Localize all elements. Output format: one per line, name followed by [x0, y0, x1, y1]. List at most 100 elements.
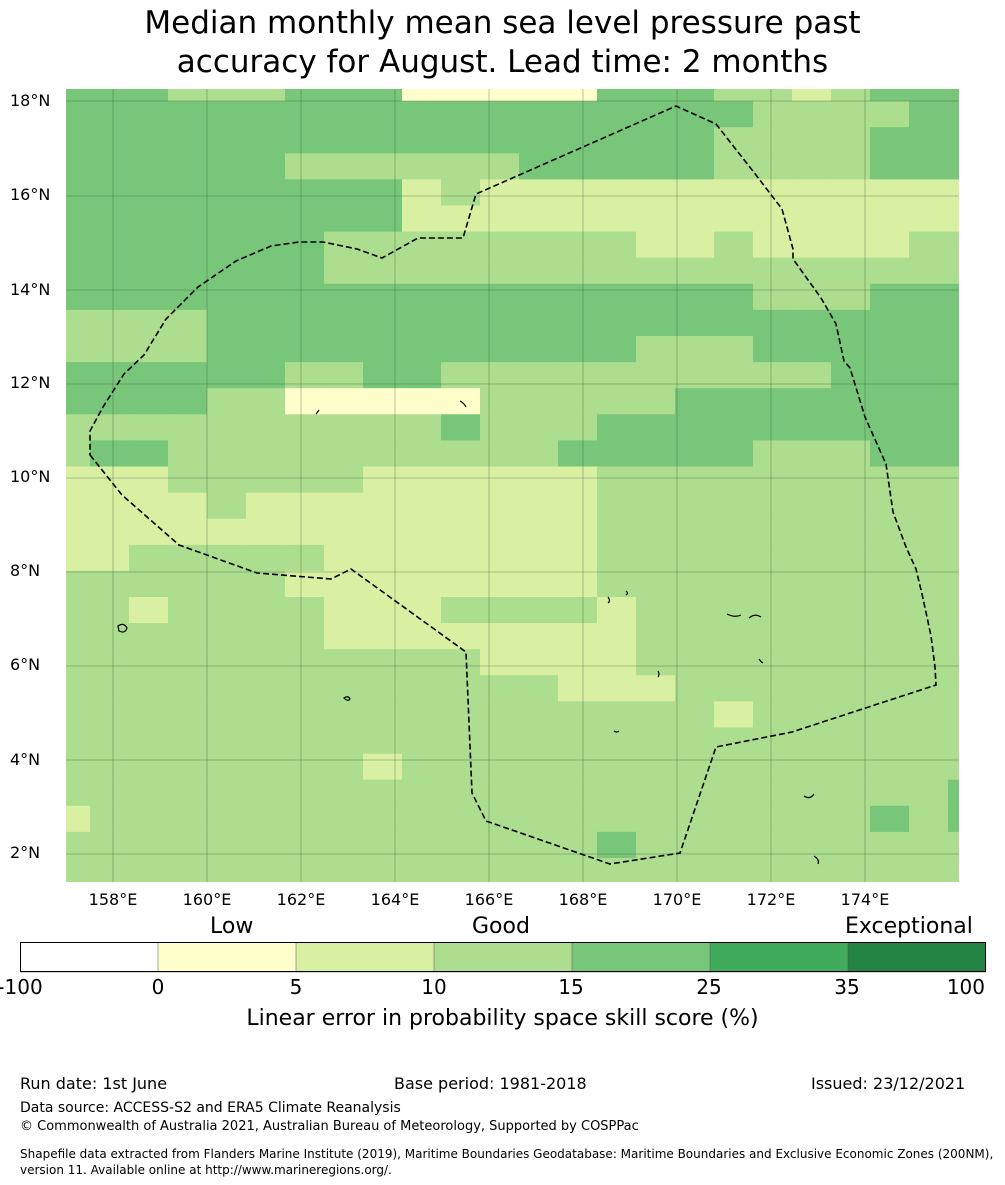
island-outline: [758, 658, 764, 664]
skill-grid-cell: [909, 779, 949, 807]
skill-grid-cell: [909, 283, 949, 311]
skill-grid-cell: [441, 257, 481, 285]
skill-grid-cell: [285, 570, 325, 598]
skill-grid-cell: [870, 805, 910, 833]
skill-grid-cell: [636, 309, 676, 337]
skill-grid-cell: [714, 779, 754, 807]
skill-grid-cell: [948, 727, 959, 755]
skill-grid-cell: [168, 805, 208, 833]
skill-grid-cell: [129, 153, 169, 180]
skill-grid-cell: [909, 831, 949, 859]
skill-grid-cell: [324, 101, 364, 128]
skill-grid-cell: [558, 414, 598, 441]
skill-grid-cell: [90, 283, 130, 311]
skill-grid-cell: [753, 336, 793, 363]
skill-grid-cell: [792, 570, 832, 598]
skill-grid-cell: [324, 831, 364, 859]
skill-grid-cell: [870, 727, 910, 755]
eez-boundary: [89, 105, 937, 865]
skill-grid-cell: [714, 414, 754, 441]
skill-grid-cell: [909, 231, 949, 259]
skill-grid-cell: [909, 753, 949, 781]
skill-grid-cell: [792, 623, 832, 650]
skill-grid-cell: [441, 779, 481, 807]
skill-grid-cell: [363, 89, 403, 102]
skill-grid-cell: [363, 388, 403, 415]
skill-grid-cell: [675, 675, 715, 702]
skill-grid-cell: [597, 388, 637, 415]
skill-grid-cell: [402, 492, 442, 520]
skill-grid-cell: [636, 805, 676, 833]
skill-grid-cell: [207, 570, 247, 598]
skill-grid-cell: [207, 101, 247, 128]
skill-grid-cell: [480, 336, 520, 363]
lon-label-172e: 172°E: [746, 890, 796, 909]
skill-grid-cell: [324, 805, 364, 833]
skill-grid-cell: [675, 466, 715, 494]
skill-grid-cell: [831, 89, 871, 102]
skill-grid-cell: [753, 701, 793, 729]
skill-grid-cell: [597, 701, 637, 729]
skill-grid-cell: [207, 518, 247, 546]
skill-grid-cell: [948, 701, 959, 729]
skill-grid-cell: [636, 153, 676, 180]
skill-grid-cell: [324, 283, 364, 311]
skill-grid-cell: [831, 701, 871, 729]
skill-grid-cell: [948, 831, 959, 859]
skill-grid-cell: [714, 623, 754, 650]
skill-grid-cell: [675, 753, 715, 781]
skill-grid-cell: [324, 623, 364, 650]
skill-grid-cell: [207, 440, 247, 468]
skill-grid-cell: [207, 779, 247, 807]
island-outline: [459, 400, 467, 408]
skill-grid-cell: [402, 649, 442, 676]
skill-grid-cell: [324, 544, 364, 572]
skill-grid-cell: [90, 831, 130, 859]
skill-grid-cell: [636, 570, 676, 598]
island-outline: [607, 596, 611, 604]
skill-grid-cell: [324, 309, 364, 337]
skill-grid-cell: [909, 127, 949, 154]
skill-grid-cell: [792, 336, 832, 363]
skill-grid-cell: [402, 309, 442, 337]
skill-grid-cell: [636, 492, 676, 520]
skill-grid-cell: [441, 675, 481, 702]
skill-grid-cell: [519, 727, 559, 755]
skill-grid-cell: [558, 153, 598, 180]
skill-grid-cell: [66, 414, 91, 441]
skill-grid-cell: [441, 414, 481, 441]
skill-grid-cell: [480, 283, 520, 311]
skill-grid-cell: [129, 257, 169, 285]
island-outline: [613, 730, 620, 733]
skill-grid-cell: [909, 153, 949, 180]
skill-grid-cell: [519, 440, 559, 468]
skill-grid-cell: [129, 336, 169, 363]
skill-grid-cell: [324, 388, 364, 415]
skill-grid-cell: [324, 518, 364, 546]
skill-grid-cell: [90, 231, 130, 259]
colorbar-tick: 35: [834, 975, 860, 999]
skill-grid-cell: [753, 492, 793, 520]
graticule-lines: [66, 89, 959, 882]
skill-grid-cell: [597, 283, 637, 311]
skill-grid-cell: [948, 518, 959, 546]
skill-grid-cell: [714, 805, 754, 833]
skill-grid-cell: [129, 414, 169, 441]
skill-grid-cell: [870, 779, 910, 807]
skill-grid-cell: [441, 101, 481, 128]
skill-grid-cell: [66, 179, 91, 207]
skill-grid-cell: [714, 388, 754, 415]
skill-grid-cell: [636, 727, 676, 755]
skill-grid-cell: [519, 805, 559, 833]
skill-grid-cell: [948, 153, 959, 180]
skill-grid-cell: [558, 179, 598, 207]
skill-grid-cell: [441, 179, 481, 207]
skill-grid-cell: [909, 89, 949, 102]
skill-grid-cell: [870, 388, 910, 415]
skill-grid-cell: [870, 231, 910, 259]
colorbar-tick: 5: [289, 975, 303, 999]
skill-grid-cell: [66, 753, 91, 781]
skill-grid-cell: [363, 701, 403, 729]
skill-grid-cell: [753, 675, 793, 702]
skill-grid-cell: [285, 675, 325, 702]
